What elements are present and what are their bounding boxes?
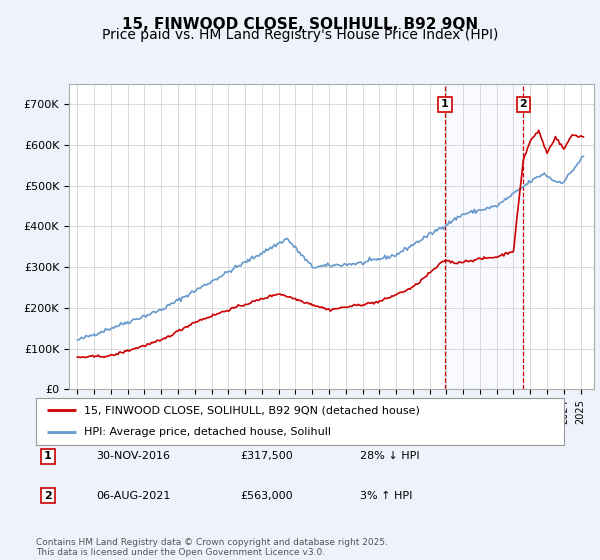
Text: 30-NOV-2016: 30-NOV-2016 <box>96 451 170 461</box>
Text: 15, FINWOOD CLOSE, SOLIHULL, B92 9QN (detached house): 15, FINWOOD CLOSE, SOLIHULL, B92 9QN (de… <box>83 405 419 416</box>
Text: 3% ↑ HPI: 3% ↑ HPI <box>360 491 412 501</box>
Text: £317,500: £317,500 <box>240 451 293 461</box>
Text: 06-AUG-2021: 06-AUG-2021 <box>96 491 170 501</box>
Text: 1: 1 <box>44 451 52 461</box>
Text: 2: 2 <box>520 99 527 109</box>
Bar <box>445 84 523 389</box>
Text: 2: 2 <box>44 491 52 501</box>
Text: HPI: Average price, detached house, Solihull: HPI: Average price, detached house, Soli… <box>83 427 331 437</box>
Text: 1: 1 <box>441 99 449 109</box>
Text: Price paid vs. HM Land Registry's House Price Index (HPI): Price paid vs. HM Land Registry's House … <box>102 28 498 42</box>
Text: 28% ↓ HPI: 28% ↓ HPI <box>360 451 419 461</box>
Text: 15, FINWOOD CLOSE, SOLIHULL, B92 9QN: 15, FINWOOD CLOSE, SOLIHULL, B92 9QN <box>122 17 478 32</box>
Text: Contains HM Land Registry data © Crown copyright and database right 2025.
This d: Contains HM Land Registry data © Crown c… <box>36 538 388 557</box>
Text: £563,000: £563,000 <box>240 491 293 501</box>
